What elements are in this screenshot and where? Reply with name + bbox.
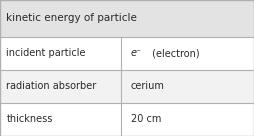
Text: thickness: thickness	[6, 115, 53, 124]
Bar	[0, 37, 254, 70]
Text: kinetic energy of particle: kinetic energy of particle	[6, 13, 137, 23]
Text: cerium: cerium	[131, 81, 165, 91]
Text: 20 cm: 20 cm	[131, 115, 161, 124]
Text: (electron): (electron)	[149, 48, 199, 58]
Text: e⁻: e⁻	[131, 48, 142, 58]
Bar	[0, 70, 254, 103]
Bar	[0, 0, 254, 37]
Bar	[0, 103, 254, 136]
Text: radiation absorber: radiation absorber	[6, 81, 97, 91]
Text: incident particle: incident particle	[6, 48, 86, 58]
